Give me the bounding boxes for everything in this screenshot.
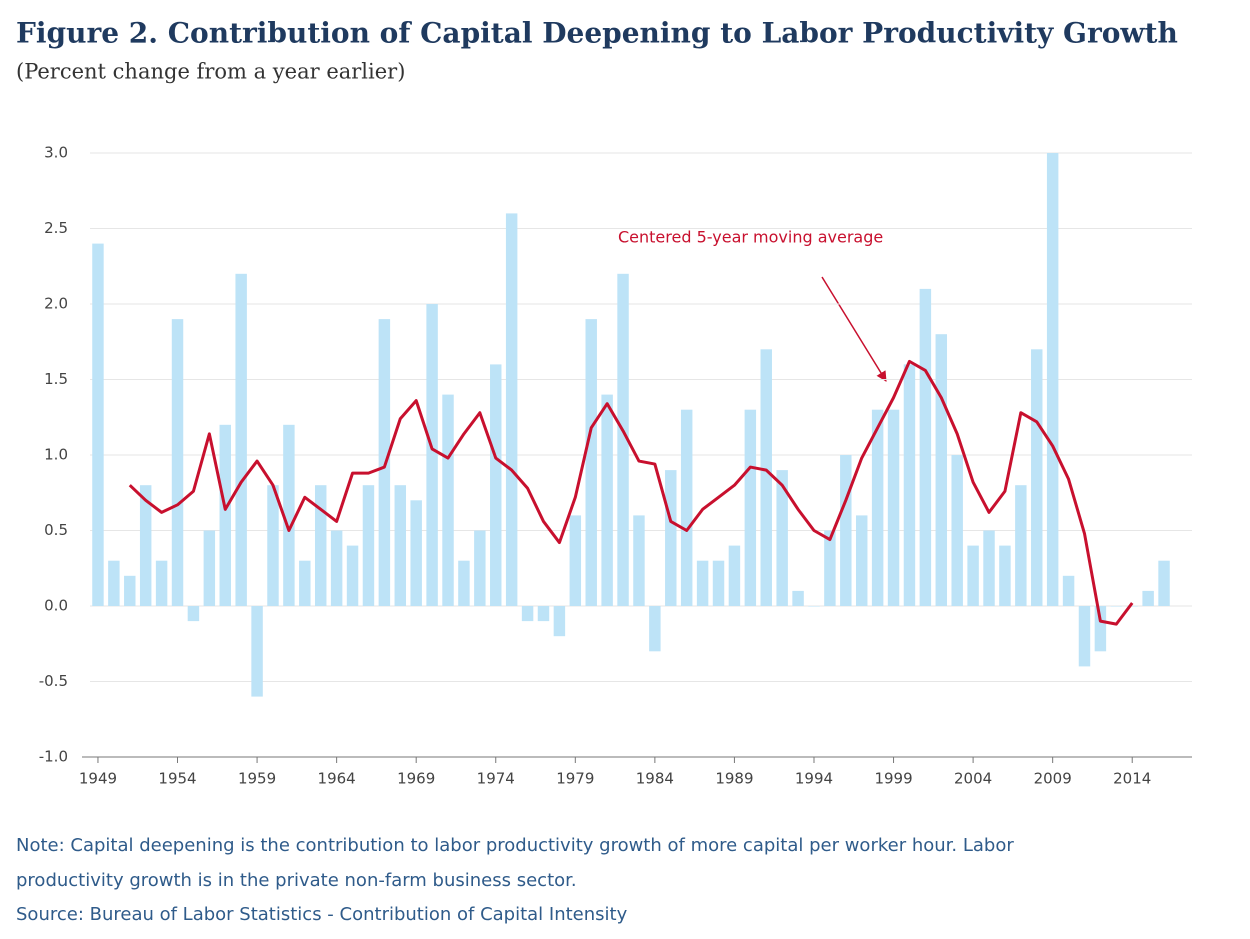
annotation-arrow — [821, 276, 887, 382]
bar — [219, 424, 231, 606]
bar — [362, 485, 375, 606]
bar — [92, 243, 104, 606]
bar — [235, 273, 247, 606]
x-tick-label: 1974 — [477, 770, 515, 788]
bar — [983, 530, 995, 606]
bar — [744, 409, 757, 606]
bar — [935, 334, 948, 606]
bar — [108, 560, 120, 606]
bar — [999, 545, 1011, 606]
bar — [474, 530, 486, 606]
bar — [1046, 153, 1059, 606]
x-tick-label: 2004 — [954, 770, 992, 788]
x-tick-label: 1949 — [79, 770, 117, 788]
bar — [410, 500, 422, 606]
y-tick-label: 3.0 — [44, 144, 68, 162]
bar — [553, 606, 566, 637]
note: Note: Capital deepening is the contribut… — [16, 835, 1014, 856]
bar — [330, 530, 343, 606]
bar — [1078, 606, 1091, 667]
bar — [617, 273, 629, 606]
bar — [283, 424, 295, 606]
x-tick-label: 2014 — [1113, 770, 1151, 788]
bar — [712, 560, 725, 606]
bar — [967, 545, 979, 606]
bar — [505, 213, 518, 606]
bar — [887, 409, 900, 606]
bar — [665, 470, 677, 606]
bar — [1031, 349, 1043, 606]
bar — [1142, 590, 1154, 606]
bar — [840, 455, 852, 606]
bar — [203, 530, 216, 606]
bar — [139, 485, 152, 606]
bar — [1110, 606, 1123, 607]
bar — [569, 515, 582, 606]
x-tick-label: 1954 — [158, 770, 196, 788]
bar — [251, 606, 263, 697]
bar — [426, 304, 438, 606]
bar — [871, 409, 884, 606]
y-tick-label: 0.5 — [44, 521, 68, 539]
bar — [490, 364, 502, 606]
bar — [171, 319, 184, 606]
y-tick-label: 0.0 — [44, 597, 68, 615]
x-tick-label: 1959 — [238, 770, 276, 788]
bar — [1062, 575, 1075, 606]
bar — [760, 349, 772, 606]
bar — [808, 606, 820, 607]
annotation: Centered 5-year moving average — [618, 228, 883, 247]
bar — [442, 394, 454, 606]
x-tick-label: 1999 — [874, 770, 912, 788]
x-tick-label: 1979 — [556, 770, 594, 788]
note: productivity growth is in the private no… — [16, 870, 577, 891]
bar — [124, 575, 136, 606]
x-tick-label: 1969 — [397, 770, 435, 788]
bar — [951, 455, 963, 606]
y-tick-label: 1.0 — [44, 446, 68, 464]
bar — [855, 515, 868, 606]
bar — [458, 560, 470, 606]
bar — [1158, 560, 1170, 606]
bar — [792, 590, 804, 606]
x-tick-label: 1984 — [636, 770, 674, 788]
x-tick-label: 1989 — [715, 770, 753, 788]
bar — [919, 288, 932, 606]
bar — [521, 606, 534, 622]
bar — [394, 485, 407, 606]
bar — [649, 606, 661, 652]
y-tick-label: -1.0 — [39, 748, 68, 766]
bar — [267, 485, 279, 606]
bar — [1015, 485, 1027, 606]
bar — [155, 560, 168, 606]
bar — [728, 545, 741, 606]
bar — [633, 515, 645, 606]
bar — [346, 545, 359, 606]
bar — [314, 485, 327, 606]
source: Source: Bureau of Labor Statistics - Con… — [16, 904, 628, 925]
y-tick-label: 1.5 — [44, 370, 68, 388]
x-tick-label: 1994 — [795, 770, 833, 788]
bar — [776, 470, 788, 606]
bar — [696, 560, 709, 606]
y-tick-label: 2.0 — [44, 295, 68, 313]
x-tick-label: 2009 — [1034, 770, 1072, 788]
moving-average-line — [128, 359, 1134, 626]
bar — [187, 606, 200, 622]
bar — [299, 560, 311, 606]
bar — [601, 394, 613, 606]
bar — [537, 606, 550, 622]
y-tick-label: 2.5 — [44, 219, 68, 237]
bar — [1094, 606, 1107, 652]
chart-subtitle: (Percent change from a year earlier) — [16, 60, 405, 84]
bar — [903, 364, 916, 606]
bar — [1126, 606, 1138, 607]
bar — [824, 530, 836, 606]
bar — [585, 319, 597, 606]
y-tick-label: -0.5 — [39, 672, 68, 690]
chart-title: Figure 2. Contribution of Capital Deepen… — [16, 17, 1178, 50]
x-tick-label: 1964 — [318, 770, 356, 788]
bar — [680, 409, 693, 606]
